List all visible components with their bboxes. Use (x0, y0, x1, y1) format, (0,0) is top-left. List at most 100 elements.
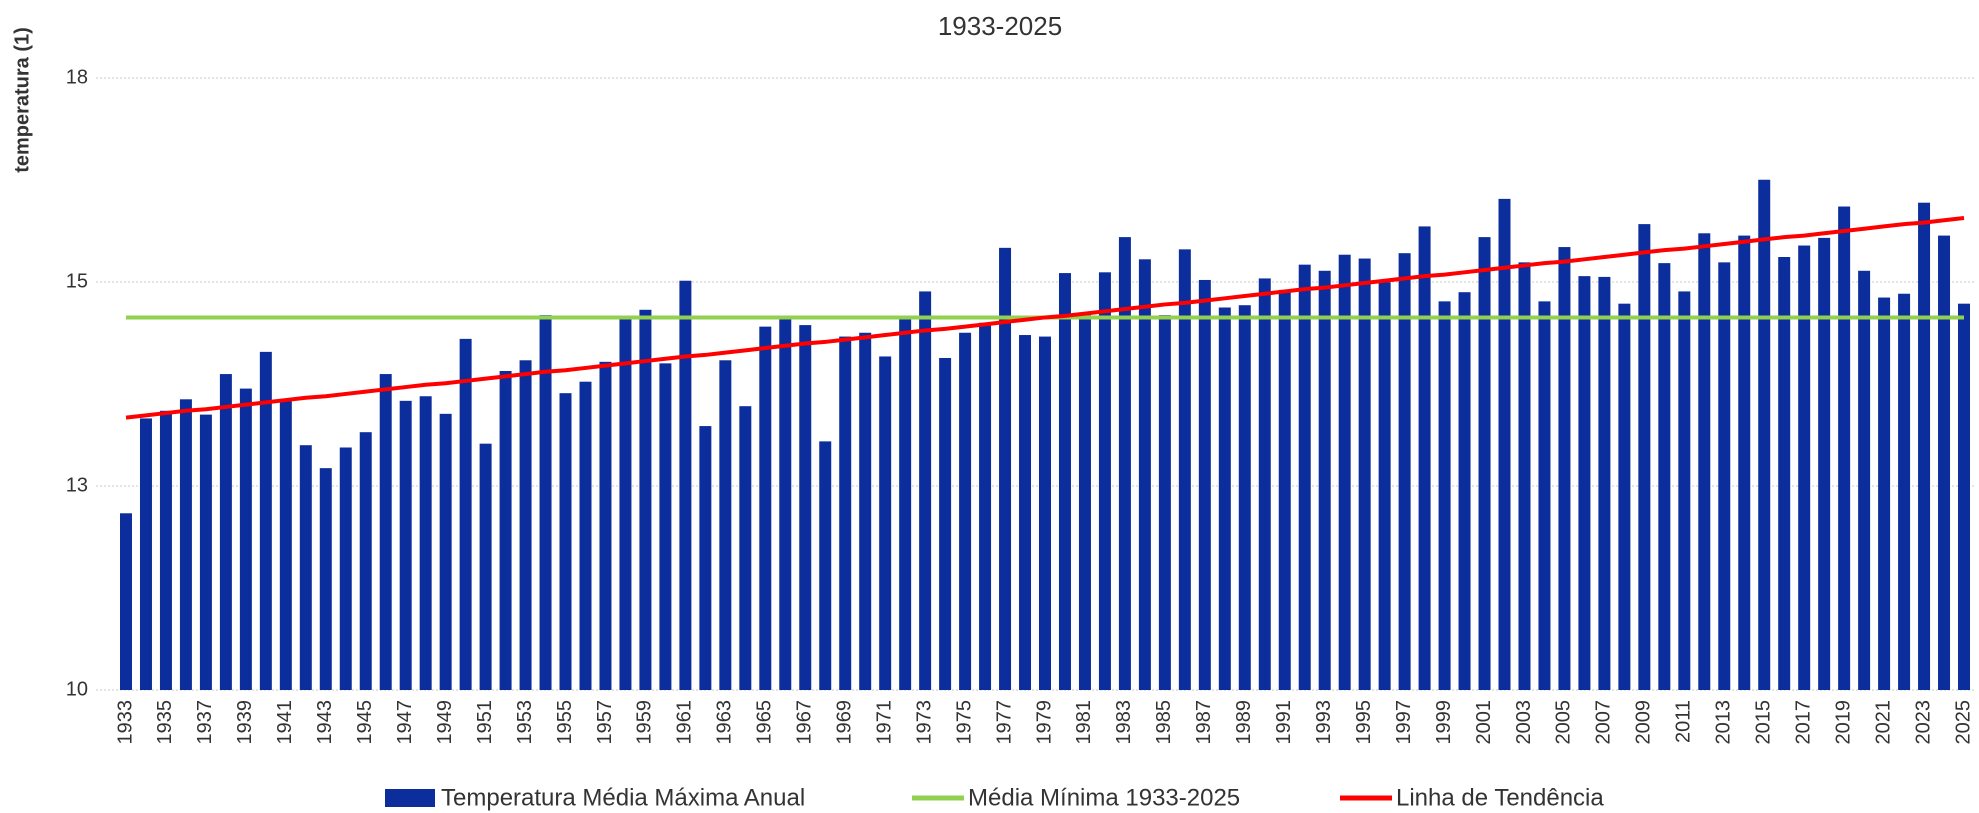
bar (1098, 272, 1111, 690)
bar (579, 381, 592, 690)
bar (1738, 235, 1751, 690)
legend-label: Temperatura Média Máxima Anual (441, 784, 805, 811)
x-tick-label: 1985 (1153, 700, 1175, 745)
bar (1198, 279, 1211, 690)
bar (1758, 179, 1771, 690)
bar (1458, 292, 1471, 690)
y-tick-label: 10 (66, 678, 88, 700)
bar (1298, 264, 1311, 690)
x-tick-label: 1947 (394, 700, 416, 745)
x-tick-label: 1951 (474, 700, 496, 745)
bar (759, 326, 772, 690)
bar (1058, 273, 1071, 690)
bar (139, 418, 152, 690)
x-tick-label: 2021 (1872, 700, 1894, 745)
bar (399, 400, 412, 690)
bar (339, 447, 352, 690)
x-tick-label: 1941 (274, 700, 296, 745)
bar (1638, 224, 1651, 691)
bar (1918, 202, 1931, 690)
bar (1019, 335, 1032, 690)
bar (1158, 315, 1171, 690)
bar (359, 432, 372, 690)
bar (999, 247, 1012, 690)
bar (1258, 278, 1271, 690)
x-tick-label: 2015 (1753, 700, 1775, 745)
bar (979, 322, 992, 690)
bar (1718, 262, 1731, 690)
y-tick-label: 15 (66, 270, 88, 292)
x-tick-label: 1953 (514, 700, 536, 745)
bar (639, 309, 652, 690)
x-tick-label: 1933 (114, 700, 136, 745)
bar (699, 426, 712, 690)
bar (319, 468, 332, 690)
x-tick-label: 1977 (993, 700, 1015, 745)
bar (1878, 297, 1891, 690)
legend-label: Linha de Tendência (1396, 784, 1604, 811)
x-tick-label: 1991 (1273, 700, 1295, 745)
bar (1578, 276, 1591, 690)
bar (1478, 237, 1491, 690)
bar (1958, 303, 1971, 690)
bar (499, 370, 512, 690)
bar (1418, 226, 1431, 690)
x-tick-label: 2025 (1952, 700, 1974, 745)
y-tick-label: 18 (66, 66, 88, 88)
bar (119, 513, 132, 690)
bar (1698, 233, 1711, 691)
bar (1798, 245, 1811, 690)
x-tick-label: 1969 (833, 700, 855, 745)
bar (1538, 301, 1551, 690)
x-tick-label: 1949 (434, 700, 456, 745)
x-tick-label: 2019 (1832, 700, 1854, 745)
bar (1818, 237, 1831, 690)
x-tick-label: 1959 (634, 700, 656, 745)
bar (299, 445, 312, 690)
bar (859, 332, 872, 690)
x-tick-label: 1989 (1233, 700, 1255, 745)
bar (1138, 259, 1151, 690)
legend-label: Média Mínima 1933-2025 (968, 784, 1240, 811)
x-tick-label: 2017 (1792, 700, 1814, 745)
bar (1039, 336, 1051, 690)
bar (1378, 282, 1391, 690)
bar (159, 410, 172, 690)
x-tick-label: 2011 (1673, 700, 1695, 743)
bar (779, 317, 792, 690)
bar (459, 338, 472, 690)
bar (899, 318, 912, 690)
bar (1898, 293, 1911, 690)
x-tick-label: 2005 (1553, 700, 1575, 745)
bar (1778, 257, 1791, 690)
bar (259, 351, 272, 690)
bar (959, 332, 972, 690)
bar (1338, 254, 1351, 690)
bar (219, 374, 232, 690)
x-tick-label: 2009 (1633, 700, 1655, 745)
bar (179, 399, 192, 690)
x-tick-label: 1937 (194, 700, 216, 745)
x-tick-label: 1981 (1073, 700, 1095, 745)
x-tick-label: 1997 (1393, 700, 1415, 745)
bar (239, 388, 252, 690)
x-tick-label: 1945 (354, 700, 376, 745)
bar (279, 399, 292, 690)
x-tick-label: 1975 (953, 700, 975, 745)
bar (839, 336, 852, 690)
bar (1618, 303, 1631, 690)
bar (519, 360, 532, 690)
x-tick-label: 2007 (1593, 700, 1615, 745)
bar (1178, 249, 1191, 691)
bar (199, 414, 212, 690)
bar (1558, 247, 1571, 690)
bar (379, 374, 392, 690)
bar (1498, 198, 1511, 690)
bar (879, 356, 892, 690)
bar (1358, 258, 1371, 690)
y-axis-label: temperatura (1) (11, 27, 33, 173)
bar (1598, 276, 1611, 690)
bar (719, 360, 732, 690)
bar (1318, 270, 1331, 690)
